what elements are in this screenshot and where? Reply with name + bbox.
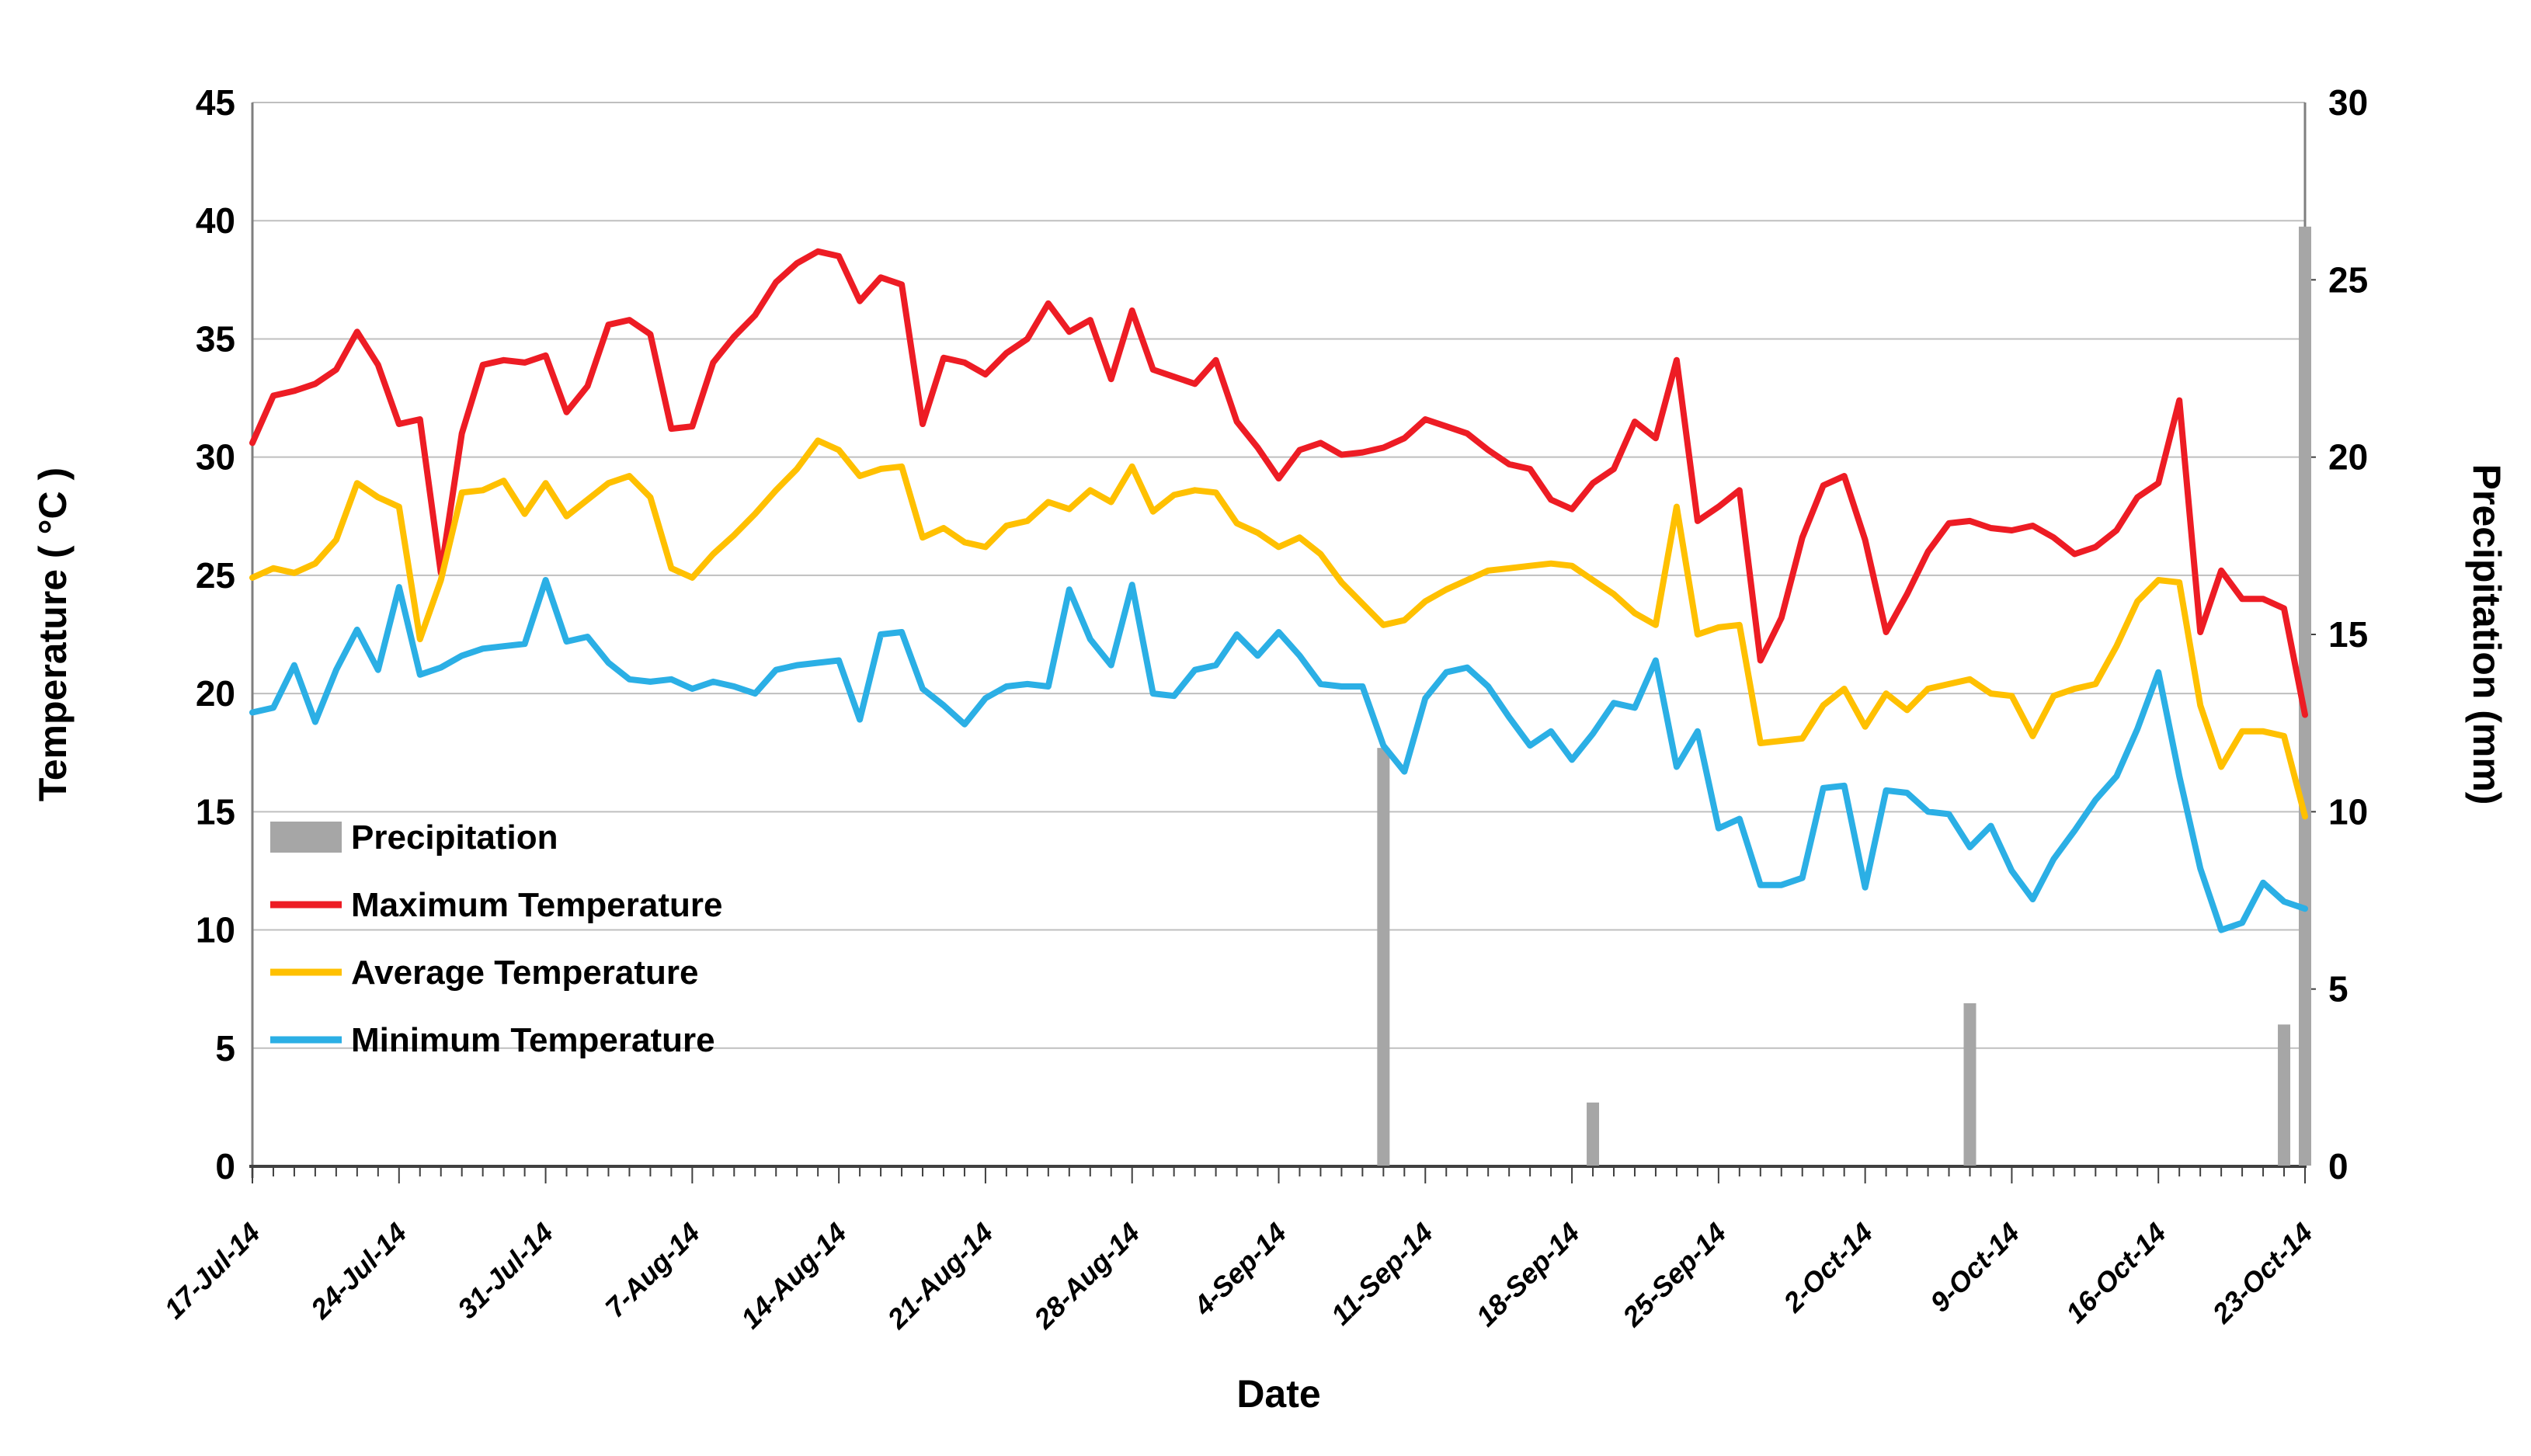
y-axis-label-right: 30: [2328, 82, 2368, 123]
x-axis-label: 14-Aug-14: [735, 1217, 853, 1335]
legend-item-precip: Precipitation: [270, 818, 558, 857]
y-axis-label-right: 25: [2328, 259, 2368, 300]
x-axis-label: 31-Jul-14: [451, 1217, 559, 1325]
min-temperature-line: [249, 577, 2308, 933]
y-axis-label-right: 15: [2328, 614, 2368, 655]
legend-label: Maximum Temperature: [351, 886, 722, 924]
precip-bar: [1377, 748, 1390, 1166]
x-axis-label: 25-Sep-14: [1616, 1217, 1733, 1333]
legend-item-min: Minimum Temperature: [270, 1021, 715, 1059]
max-temperature-line: [249, 248, 2308, 718]
legend-swatch-bar: [270, 822, 342, 853]
x-axis-label: 4-Sep-14: [1187, 1217, 1292, 1322]
y-axis-label-left: 15: [196, 791, 235, 832]
y-axis-label-left: 0: [215, 1146, 235, 1187]
y-axis-label-right: 10: [2328, 791, 2368, 832]
legend-item-avg: Average Temperature: [270, 954, 699, 992]
x-axis-label: 21-Aug-14: [881, 1217, 1000, 1336]
y-axis-label-left: 45: [196, 82, 235, 123]
y-axis-label-right: 5: [2328, 969, 2348, 1009]
x-axis-label: 11-Sep-14: [1325, 1217, 1439, 1331]
y-axis-label-left: 20: [196, 673, 235, 714]
precip-bar: [1587, 1102, 1600, 1166]
x-axis-label: 24-Jul-14: [304, 1217, 412, 1326]
x-axis-label: 28-Aug-14: [1027, 1217, 1146, 1336]
x-axis-label: 7-Aug-14: [599, 1217, 706, 1324]
y-axis-label-left: 35: [196, 318, 235, 359]
x-axis-label: 2-Oct-14: [1777, 1217, 1879, 1319]
y-axis-label-right: 0: [2328, 1146, 2348, 1187]
y-axis-label-left: 40: [196, 200, 235, 241]
x-axis-label: 9-Oct-14: [1924, 1217, 2025, 1319]
y-axis-label-right: 20: [2328, 437, 2368, 478]
legend: Precipitation Maximum Temperature Average …: [270, 818, 722, 1059]
legend-label: Average Temperature: [351, 954, 699, 992]
x-axis-label: 17-Jul-14: [158, 1217, 266, 1325]
avg-temperature-line: [249, 437, 2308, 820]
legend-label: Precipitation: [351, 818, 558, 857]
legend-item-max: Maximum Temperature: [270, 886, 722, 924]
y-axis-label-left: 5: [215, 1028, 235, 1069]
x-axis-label: 16-Oct-14: [2060, 1217, 2172, 1329]
axis-title-date: Date: [1236, 1372, 1320, 1416]
precip-bar: [2278, 1024, 2291, 1166]
y-axis-label-left: 25: [196, 555, 235, 596]
y-axis-label-left: 30: [196, 437, 235, 478]
precip-bar: [1963, 1003, 1976, 1166]
y-axis-label-left: 10: [196, 910, 235, 950]
x-axis-label: 18-Sep-14: [1469, 1217, 1585, 1333]
x-axis-label: 23-Oct-14: [2206, 1217, 2319, 1330]
legend-label: Minimum Temperature: [351, 1021, 715, 1059]
axis-title-temperature: Temperature ( °C ): [31, 467, 75, 801]
axis-title-precipitation: Precipitation (mm): [2465, 464, 2508, 805]
precip-bar: [2299, 226, 2311, 1166]
